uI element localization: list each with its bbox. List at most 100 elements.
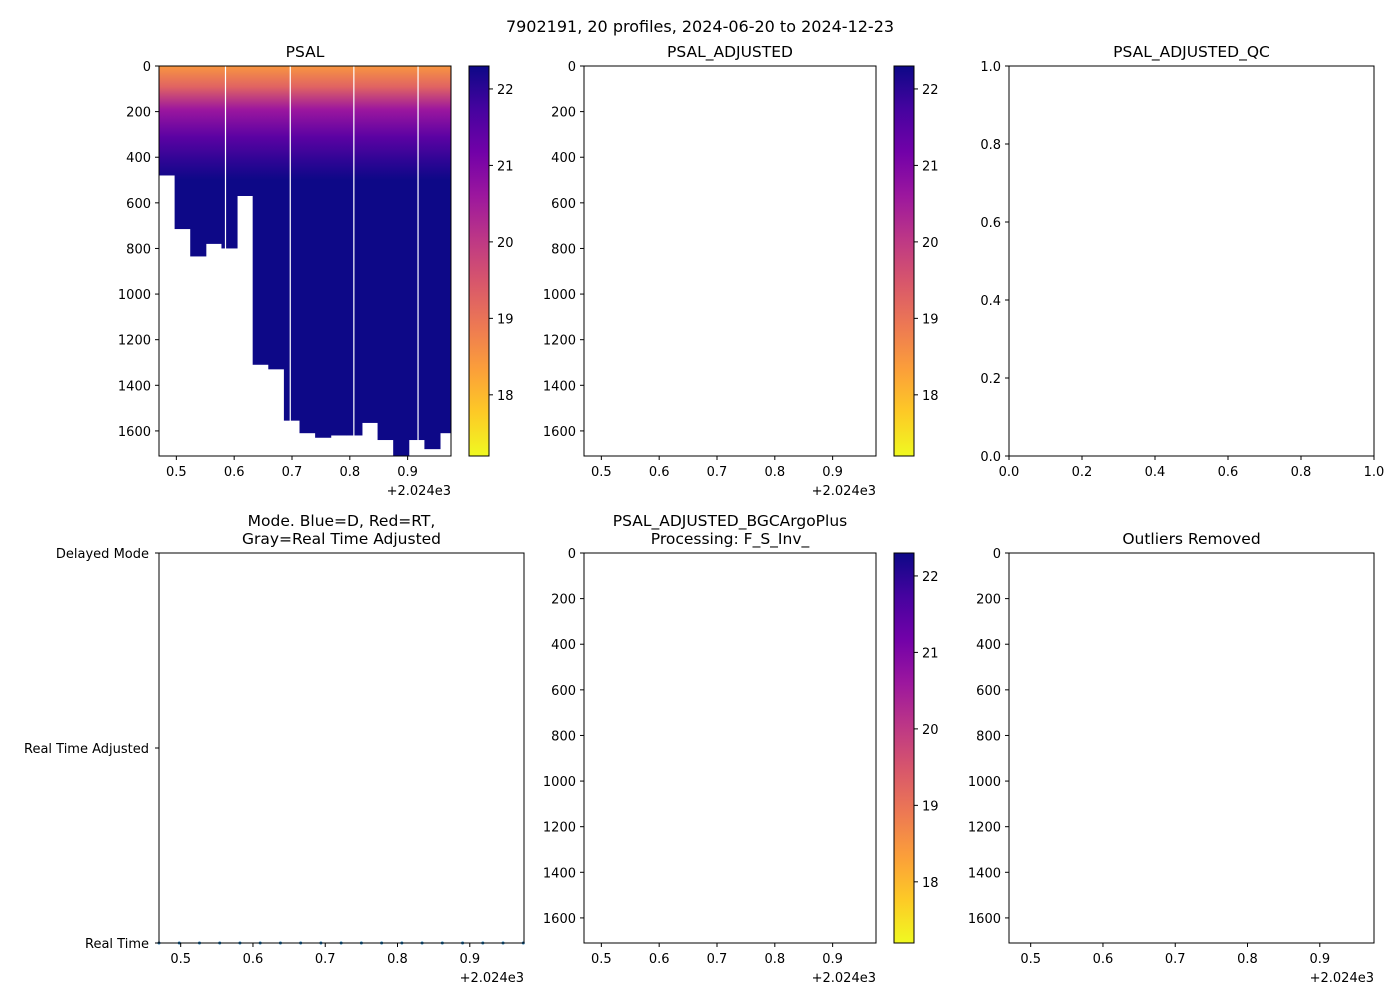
psal-profile-11 [315,66,332,438]
x-tick-label: 1.0 [1364,465,1385,480]
y-tick-label: 0 [143,60,151,75]
y-tick-label: 600 [551,197,576,212]
y-tick-label: 400 [976,638,1001,653]
x-tick-label: 0.7 [1165,952,1186,967]
mode-subtitle: Gray=Real Time Adjusted [242,530,441,548]
outliers-title: Outliers Removed [1122,530,1260,548]
y-tick-label: 1.0 [980,60,1001,75]
psal-colorbar [468,65,490,457]
colorbar-tick-label: 18 [922,389,939,404]
x-tick-label: 0.5 [591,952,612,967]
y-category-label: Real Time [85,937,149,952]
x-tick-label: 0.0 [999,465,1020,480]
x-tick-label: 0.5 [170,952,191,967]
colorbar-tick-label: 22 [922,83,939,98]
x-tick-label: 0.7 [707,952,728,967]
bgc-title: PSAL_ADJUSTED_BGCArgoPlus [613,512,847,531]
mode-title: Mode. Blue=D, Red=RT, [248,512,436,530]
x-tick-label: 0.6 [243,952,264,967]
psal-profile-5 [221,66,238,249]
y-tick-label: 400 [551,638,576,653]
x-offset-label: +2.024e3 [1310,971,1374,986]
x-tick-label: 0.7 [282,465,303,480]
x-tick-label: 0.9 [822,465,843,480]
x-tick-label: 0.8 [339,465,360,480]
psal_adjusted-axes-frame [583,65,877,457]
x-tick-label: 0.5 [166,465,187,480]
colorbar-tick-label: 22 [497,83,514,98]
y-tick-label: 800 [126,242,151,257]
x-tick-label: 0.8 [1291,465,1312,480]
y-tick-label: 1000 [543,288,576,303]
psal_adjusted_qc-title: PSAL_ADJUSTED_QC [1113,43,1270,62]
psal-panel: PSAL 0.5 0.6 0.7 0.8 0.9 +2.024e3 0 200 400 600 800… [118,43,514,499]
x-tick-label: 0.6 [649,952,670,967]
y-tick-label: 200 [551,106,576,121]
colorbar-tick-label: 18 [497,389,514,404]
psal-profile-4 [205,66,222,244]
y-tick-label: 0.2 [980,372,1001,387]
psal-profile-14 [361,66,379,423]
y-tick-label: 1000 [118,288,151,303]
colorbar-tick-label: 21 [922,159,939,174]
y-tick-label: 200 [551,593,576,608]
y-tick-label: 1600 [118,425,151,440]
x-tick-label: 0.6 [1093,952,1114,967]
mode-axes-frame [158,552,525,944]
colorbar-tick-label: 20 [497,236,514,251]
colorbar-tick-label: 19 [922,799,939,814]
x-tick-label: 0.7 [707,465,728,480]
y-tick-label: 800 [551,242,576,257]
colorbar-tick-label: 20 [922,723,939,738]
y-tick-label: 0.4 [980,294,1001,309]
x-tick-label: 0.8 [387,952,408,967]
psal_adjusted-colorbar [893,65,915,457]
x-offset-label: +2.024e3 [812,971,876,986]
colorbar-tick-label: 20 [922,236,939,251]
outliers-axes-frame [1008,552,1375,944]
y-tick-label: 1200 [543,334,576,349]
y-tick-label: 600 [551,684,576,699]
bgc-colorbar [893,552,915,944]
psal_adjusted_qc-axes-frame [1008,65,1375,457]
x-tick-label: 0.7 [315,952,336,967]
x-tick-label: 0.9 [822,952,843,967]
y-tick-label: 0.6 [980,216,1001,231]
y-tick-label: 800 [551,729,576,744]
x-tick-label: 0.4 [1145,465,1166,480]
psal-profile-16 [393,66,410,456]
x-tick-label: 0.9 [459,952,480,967]
psal-profile-7 [252,66,269,365]
bgc-subtitle: Processing: F_S_Inv_ [651,530,810,549]
psal-profile-17 [408,66,425,441]
x-tick-label: 0.2 [1072,465,1093,480]
y-tick-label: 1200 [118,334,151,349]
y-tick-label: 400 [551,151,576,166]
psal-title: PSAL [286,43,325,61]
bgc-axes-frame [583,552,877,944]
mode-panel: Mode. Blue=D, Red=RT,Gray=Real Time Adju… [24,512,525,986]
psal_adjusted-panel: PSAL_ADJUSTED 0.5 0.6 0.7 0.8 0.9 +2.024e3 0 200… [543,43,939,499]
colorbar-tick-label: 21 [922,646,939,661]
psal-profile-6 [237,66,254,196]
psal-profiles [159,66,452,456]
x-tick-label: 0.5 [1020,952,1041,967]
figure-title: 7902191, 20 profiles, 2024-06-20 to 2024… [506,17,894,36]
y-category-label: Real Time Adjusted [24,742,149,757]
colorbar-tick-label: 21 [497,159,514,174]
outliers-panel: Outliers Removed 0.5 0.6 0.7 0.8 0.9 +2.024e3 0… [968,530,1375,986]
x-tick-label: 0.9 [1309,952,1330,967]
psal-profile-19 [440,66,452,434]
psal-axes-frame [158,65,452,457]
y-tick-label: 600 [976,684,1001,699]
y-tick-label: 200 [126,106,151,121]
x-tick-label: 0.8 [1237,952,1258,967]
y-tick-label: 400 [126,151,151,166]
colorbar-tick-label: 19 [922,312,939,327]
y-tick-label: 0.0 [980,450,1001,465]
y-tick-label: 0.8 [980,138,1001,153]
colorbar-tick-label: 22 [922,570,939,585]
colorbar-tick-label: 18 [922,876,939,891]
